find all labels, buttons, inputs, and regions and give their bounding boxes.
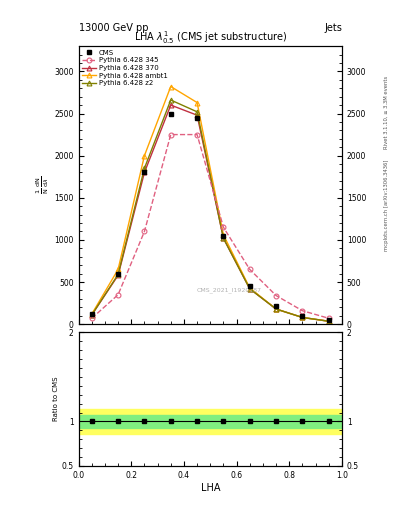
CMS	[300, 313, 305, 319]
Pythia 6.428 z2	[274, 306, 278, 312]
Line: CMS: CMS	[89, 111, 331, 323]
Pythia 6.428 370	[300, 314, 305, 321]
Pythia 6.428 345	[221, 224, 226, 230]
Pythia 6.428 345	[168, 132, 173, 138]
Pythia 6.428 370	[274, 306, 278, 312]
CMS	[195, 115, 200, 121]
Text: 13000 GeV pp: 13000 GeV pp	[79, 23, 148, 33]
Line: Pythia 6.428 ambt1: Pythia 6.428 ambt1	[89, 84, 331, 324]
Pythia 6.428 370	[221, 235, 226, 241]
Pythia 6.428 370	[116, 272, 120, 279]
Pythia 6.428 ambt1	[195, 99, 200, 105]
Pythia 6.428 ambt1	[90, 311, 94, 317]
Pythia 6.428 345	[274, 292, 278, 298]
Pythia 6.428 ambt1	[326, 318, 331, 324]
Pythia 6.428 345	[116, 292, 120, 298]
Title: LHA $\lambda^{1}_{0.5}$ (CMS jet substructure): LHA $\lambda^{1}_{0.5}$ (CMS jet substru…	[134, 29, 287, 46]
Pythia 6.428 ambt1	[142, 153, 147, 159]
Text: Jets: Jets	[324, 23, 342, 33]
Text: mcplots.cern.ch [arXiv:1306.3436]: mcplots.cern.ch [arXiv:1306.3436]	[384, 159, 389, 250]
Pythia 6.428 370	[195, 112, 200, 118]
CMS	[90, 311, 94, 317]
Line: Pythia 6.428 370: Pythia 6.428 370	[89, 102, 331, 324]
Text: Rivet 3.1.10, ≥ 3.3M events: Rivet 3.1.10, ≥ 3.3M events	[384, 76, 389, 150]
Legend: CMS, Pythia 6.428 345, Pythia 6.428 370, Pythia 6.428 ambt1, Pythia 6.428 z2: CMS, Pythia 6.428 345, Pythia 6.428 370,…	[81, 48, 169, 88]
CMS	[326, 317, 331, 323]
Pythia 6.428 370	[248, 286, 252, 292]
Pythia 6.428 345	[248, 266, 252, 272]
X-axis label: LHA: LHA	[200, 482, 220, 493]
Text: CMS_2021_I1920187: CMS_2021_I1920187	[196, 287, 261, 292]
Pythia 6.428 ambt1	[168, 83, 173, 90]
Bar	[79, 415, 342, 428]
Pythia 6.428 345	[142, 228, 147, 234]
Pythia 6.428 z2	[142, 165, 147, 172]
Pythia 6.428 ambt1	[274, 306, 278, 312]
CMS	[221, 232, 226, 239]
Pythia 6.428 z2	[326, 318, 331, 324]
Pythia 6.428 370	[326, 318, 331, 324]
Pythia 6.428 z2	[248, 286, 252, 292]
Bar	[79, 409, 342, 434]
Pythia 6.428 ambt1	[116, 266, 120, 272]
CMS	[274, 303, 278, 309]
Pythia 6.428 345	[300, 308, 305, 314]
Pythia 6.428 z2	[90, 312, 94, 318]
Pythia 6.428 345	[326, 315, 331, 322]
Pythia 6.428 345	[90, 315, 94, 322]
CMS	[248, 283, 252, 289]
Pythia 6.428 ambt1	[300, 314, 305, 321]
Pythia 6.428 z2	[195, 109, 200, 115]
Pythia 6.428 z2	[221, 235, 226, 241]
CMS	[116, 270, 120, 276]
CMS	[168, 111, 173, 117]
Y-axis label: $\frac{1}{\mathrm{N}}\,\frac{\mathrm{d}\mathrm{N}}{\mathrm{d}\lambda}$: $\frac{1}{\mathrm{N}}\,\frac{\mathrm{d}\…	[35, 176, 51, 194]
Pythia 6.428 370	[90, 312, 94, 318]
Pythia 6.428 370	[142, 169, 147, 176]
Line: Pythia 6.428 z2: Pythia 6.428 z2	[89, 98, 331, 324]
Pythia 6.428 ambt1	[221, 232, 226, 238]
Pythia 6.428 z2	[168, 97, 173, 103]
Pythia 6.428 ambt1	[248, 285, 252, 291]
CMS	[142, 169, 147, 176]
Line: Pythia 6.428 345: Pythia 6.428 345	[89, 132, 331, 321]
Pythia 6.428 z2	[116, 271, 120, 278]
Pythia 6.428 345	[195, 132, 200, 138]
Y-axis label: Ratio to CMS: Ratio to CMS	[53, 377, 59, 421]
Pythia 6.428 z2	[300, 314, 305, 321]
Pythia 6.428 370	[168, 102, 173, 108]
